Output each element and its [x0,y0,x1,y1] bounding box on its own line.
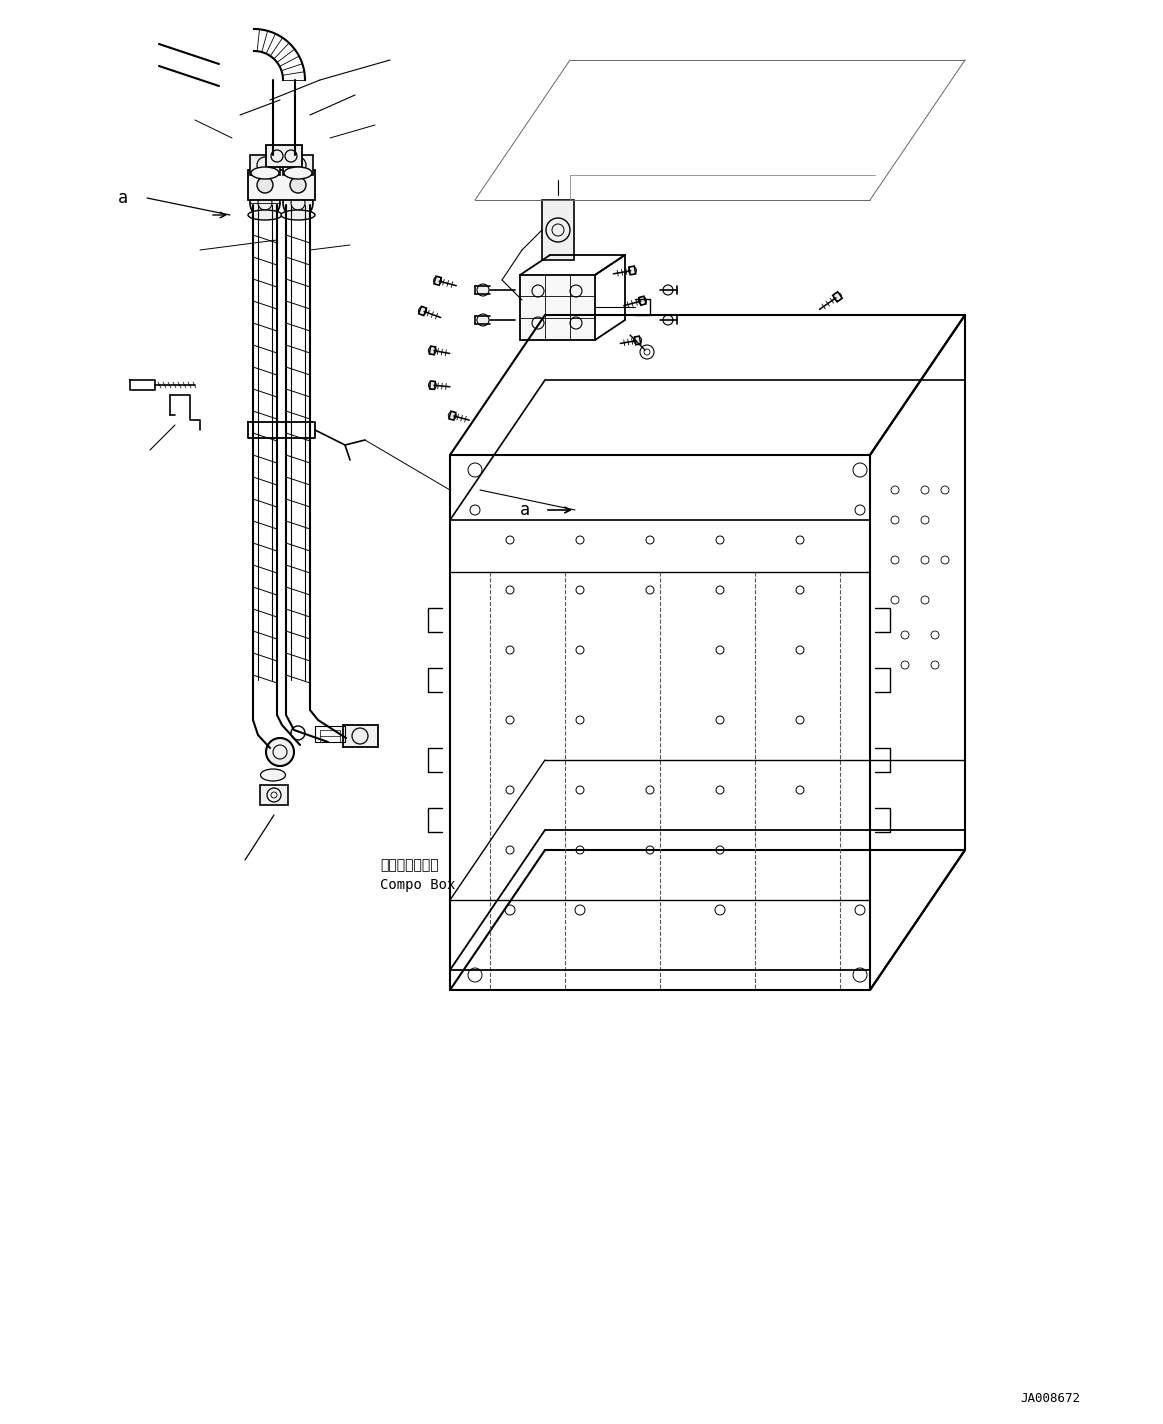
Bar [542,199,575,261]
Polygon shape [629,266,636,275]
Text: JA008672: JA008672 [1020,1391,1080,1404]
Ellipse shape [251,167,279,179]
Text: a: a [520,501,530,518]
Polygon shape [634,336,641,345]
Polygon shape [434,276,441,285]
Bar [250,155,280,175]
Bar [261,785,288,805]
Bar [315,726,345,742]
Circle shape [257,177,273,194]
Circle shape [477,283,488,296]
Bar [283,155,313,175]
Polygon shape [419,306,427,316]
Polygon shape [520,275,595,340]
Bar [343,725,378,748]
Bar [266,145,302,167]
Circle shape [663,285,673,295]
Ellipse shape [284,167,312,179]
Polygon shape [429,382,435,389]
Polygon shape [449,412,456,420]
Text: a: a [117,189,128,206]
Text: コンボボックス: コンボボックス [380,859,438,871]
Circle shape [283,188,313,218]
Circle shape [266,738,294,766]
Ellipse shape [248,209,281,219]
Polygon shape [638,296,645,305]
Polygon shape [429,346,436,355]
Circle shape [250,188,280,218]
Ellipse shape [261,769,285,780]
Ellipse shape [281,209,315,219]
Bar [248,169,315,199]
Polygon shape [833,292,842,302]
Text: Compo Box: Compo Box [380,879,456,891]
Circle shape [477,315,488,326]
Circle shape [663,315,673,325]
Circle shape [290,177,306,194]
